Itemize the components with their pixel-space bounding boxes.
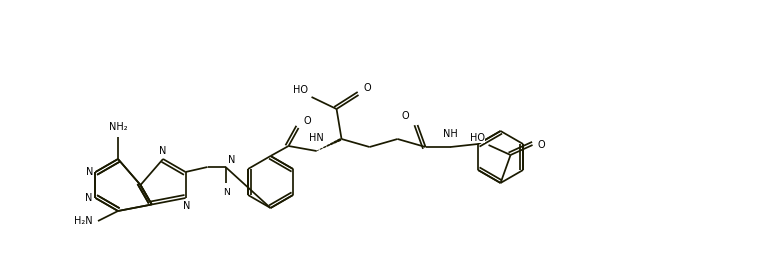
Text: H₂N: H₂N [74,216,93,226]
Text: NH: NH [443,129,458,139]
Text: N: N [86,167,94,177]
Text: NH₂: NH₂ [109,122,127,132]
Text: HN: HN [309,133,324,143]
Text: N: N [160,146,166,156]
Text: N: N [228,155,235,165]
Text: O: O [538,140,545,150]
Text: HO: HO [469,133,485,143]
Text: O: O [402,111,410,121]
Text: HO: HO [292,85,308,95]
Text: N: N [223,188,230,197]
Text: N: N [85,193,93,203]
Text: N: N [183,201,190,211]
Text: O: O [304,116,311,126]
Text: O: O [364,83,371,93]
